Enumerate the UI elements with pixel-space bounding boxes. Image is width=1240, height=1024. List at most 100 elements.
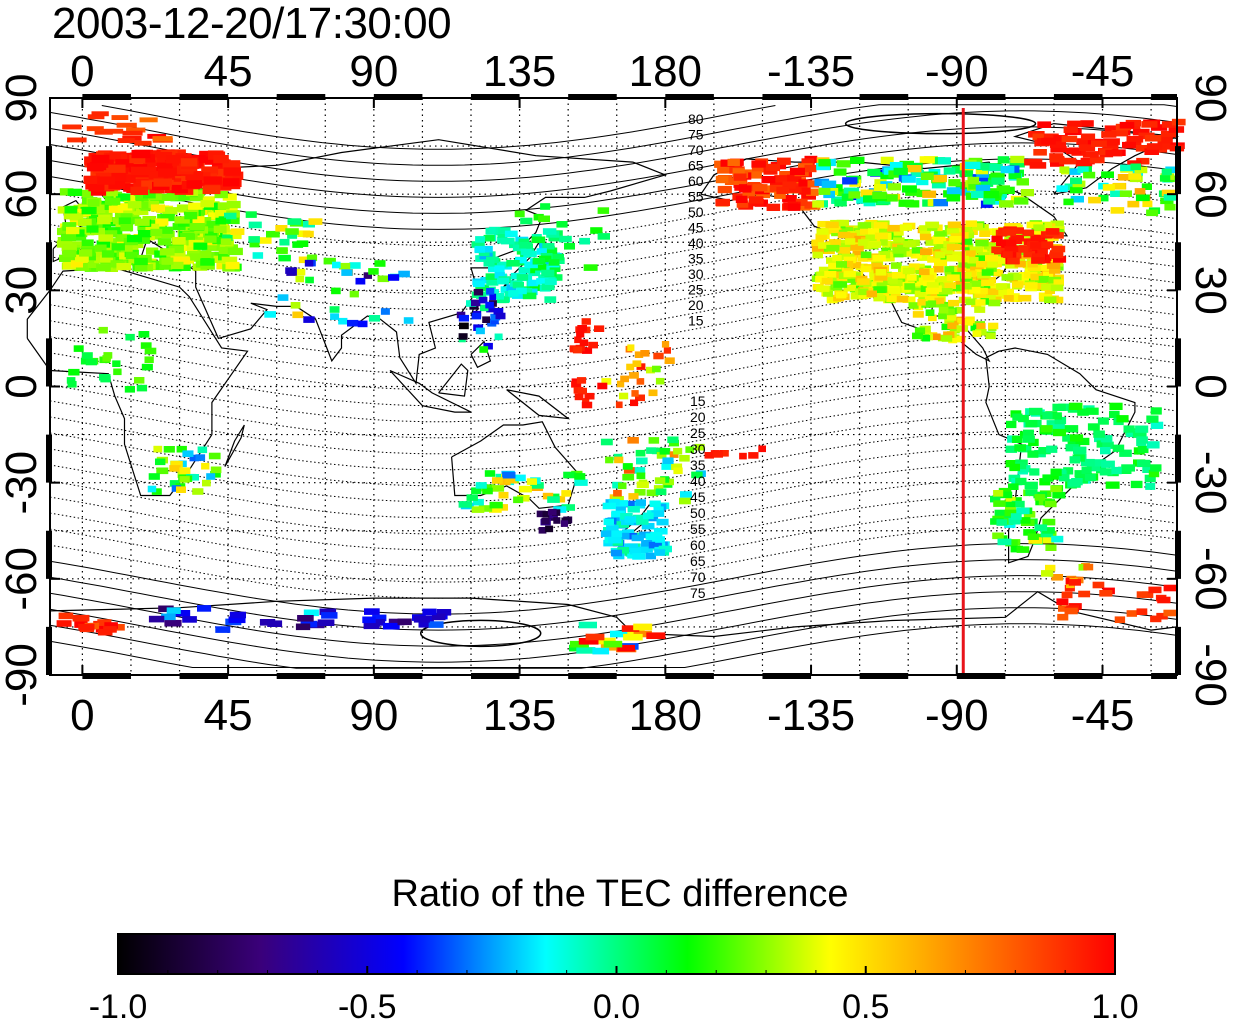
data-cell	[182, 616, 197, 623]
data-cell	[184, 212, 198, 220]
data-cell	[811, 246, 824, 253]
data-cell	[489, 293, 497, 301]
data-cell	[201, 462, 210, 470]
data-cell	[1010, 295, 1022, 302]
x-tick-label-bottom: -135	[767, 691, 855, 740]
y-tick-label-right: -30	[1186, 451, 1235, 515]
data-cell	[972, 330, 982, 337]
data-cell	[994, 509, 1007, 517]
data-cell	[582, 398, 590, 405]
data-cell	[112, 360, 121, 367]
data-cell	[388, 274, 400, 281]
data-cell	[843, 187, 860, 195]
data-cell	[629, 547, 641, 555]
data-cell	[938, 288, 953, 295]
colorbar-tick-label: 0.0	[593, 988, 640, 1024]
data-cell	[211, 181, 231, 190]
data-cell	[504, 230, 518, 238]
data-cell	[948, 179, 961, 187]
data-cell	[484, 470, 496, 477]
timestamp-title: 2003-12-20/17:30:00	[52, 0, 452, 48]
data-cell	[946, 243, 961, 251]
data-cell	[83, 253, 96, 261]
data-cell	[1022, 229, 1035, 237]
data-cell	[868, 228, 880, 235]
data-cell	[646, 632, 666, 639]
data-cell	[664, 357, 675, 364]
data-cell	[804, 164, 817, 173]
data-cell	[960, 238, 973, 245]
data-cell	[1076, 138, 1091, 145]
data-cell	[245, 211, 257, 218]
data-cell	[895, 286, 908, 293]
data-cell	[651, 447, 664, 455]
data-cell	[137, 230, 152, 238]
data-cell	[631, 534, 644, 542]
data-cell	[847, 276, 859, 283]
data-cell	[522, 292, 537, 300]
data-cell	[577, 325, 587, 332]
data-cell	[560, 520, 569, 527]
data-cell	[622, 463, 633, 470]
data-cell	[146, 247, 159, 255]
data-cell	[844, 238, 856, 245]
data-cell	[203, 242, 217, 250]
data-cell	[177, 263, 191, 271]
data-cell	[1051, 423, 1065, 431]
data-cell	[1063, 126, 1078, 133]
contour-line	[101, 105, 776, 150]
data-cell	[160, 213, 175, 222]
data-cell	[74, 254, 89, 262]
data-cell	[544, 278, 557, 285]
data-cell	[534, 263, 547, 271]
data-cell	[403, 317, 414, 324]
data-cell	[752, 184, 768, 192]
data-cell	[946, 254, 959, 262]
data-cell	[473, 280, 485, 288]
data-cell	[1008, 171, 1022, 179]
data-cell	[971, 190, 985, 199]
data-cell	[97, 628, 113, 636]
data-cell	[485, 301, 494, 309]
data-cell	[1063, 467, 1074, 475]
data-cell	[512, 281, 524, 289]
data-cell	[1091, 140, 1107, 147]
data-cell	[1007, 257, 1020, 265]
data-cell	[857, 222, 872, 229]
data-cell	[627, 437, 639, 444]
data-cell	[176, 257, 191, 265]
data-cell	[991, 177, 1005, 185]
data-cell	[1056, 598, 1069, 605]
data-cell	[228, 616, 246, 624]
data-cell	[782, 195, 797, 203]
contour-label: 75	[690, 585, 706, 601]
data-cell	[541, 269, 555, 277]
data-cell	[1135, 194, 1150, 202]
data-cell	[1046, 258, 1058, 266]
data-cell	[634, 489, 646, 496]
data-cell	[574, 479, 588, 486]
data-cell	[642, 512, 654, 520]
data-cell	[671, 463, 683, 471]
data-cell	[653, 527, 668, 535]
data-cell	[1164, 203, 1176, 211]
data-cell	[331, 287, 341, 295]
data-cell	[317, 619, 335, 626]
data-cell	[975, 184, 991, 193]
data-cell	[1101, 171, 1114, 178]
data-cell	[204, 235, 217, 243]
data-cell	[979, 230, 991, 237]
data-cell	[516, 287, 527, 295]
data-cell	[597, 233, 610, 240]
data-cell	[226, 200, 241, 209]
data-cell	[485, 273, 499, 280]
data-cell	[1054, 416, 1067, 425]
contour-line	[49, 398, 1178, 471]
data-cell	[103, 128, 124, 134]
data-cell	[1102, 143, 1119, 150]
data-cell	[742, 191, 755, 199]
data-cell	[981, 279, 995, 287]
data-cell	[1069, 168, 1081, 175]
data-cell	[655, 377, 665, 385]
data-cell	[1080, 120, 1094, 127]
